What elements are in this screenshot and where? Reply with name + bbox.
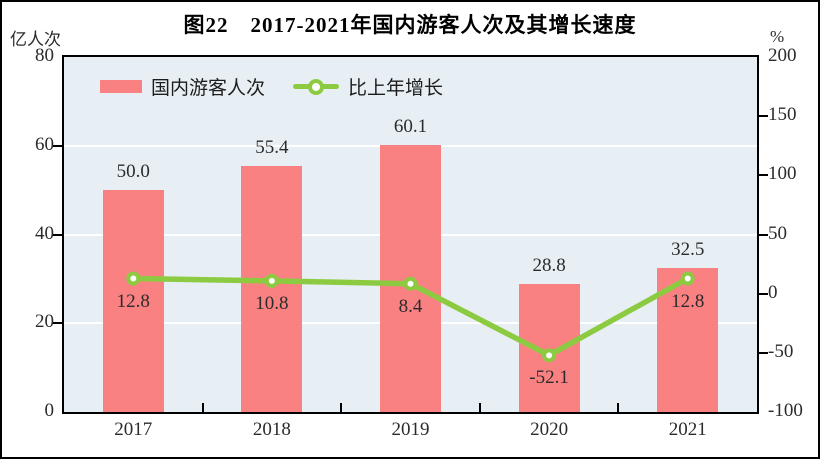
x-axis-tick [201, 403, 204, 412]
left-axis-tick-label: 40 [35, 222, 54, 244]
right-axis-tick-mark [759, 174, 768, 177]
line-value-label: 12.8 [671, 290, 705, 312]
plot-area: 国内游客人次 比上年增长 50.0 55.4 60.1 28.8 32.5 12.8 10.… [62, 55, 759, 414]
bar-legend-label: 国内游客人次 [151, 78, 266, 99]
line-marker-icon [264, 273, 279, 288]
line-value-label: 10.8 [255, 292, 289, 314]
bar-value-label: 28.8 [532, 255, 566, 277]
x-axis-tick [340, 403, 343, 412]
right-axis-unit-label: % [770, 27, 785, 46]
x-axis-tick [478, 403, 481, 412]
line-value-label: 12.8 [116, 290, 150, 312]
bar [518, 284, 580, 412]
left-axis-tick-label: 20 [35, 311, 54, 333]
line-legend-marker-icon [308, 78, 325, 95]
bar [102, 190, 164, 412]
bar-value-label: 60.1 [393, 116, 428, 138]
right-axis-tick-label: 0 [768, 281, 778, 303]
line-marker-icon [542, 348, 557, 363]
left-axis-tick-mark [53, 144, 62, 147]
bar-legend-swatch-icon [100, 80, 142, 93]
chart-title: 图22 2017-2021年国内游客人次及其增长速度 [183, 13, 637, 37]
growth-line [126, 271, 695, 363]
line-marker-icon [680, 271, 695, 286]
line-value-label: -52.1 [529, 367, 569, 389]
right-axis-tick-label: 150 [768, 104, 797, 126]
line-legend-icon [293, 78, 340, 95]
right-axis-tick-label: 100 [768, 163, 797, 185]
x-axis-category-label: 2021 [668, 419, 707, 440]
line-marker-icon [403, 276, 418, 291]
x-axis-category-label: 2019 [391, 419, 430, 440]
right-axis-tick-label: 200 [768, 45, 797, 66]
bar [241, 166, 303, 412]
line-legend-label: 比上年增长 [348, 78, 444, 99]
left-axis-unit-label: 亿人次 [10, 30, 61, 49]
right-axis-tick-mark [759, 233, 768, 236]
x-axis-category-label: 2020 [530, 419, 569, 440]
line-marker-icon [126, 271, 141, 286]
right-axis-tick-mark [759, 351, 768, 354]
left-axis-tick-label: 80 [35, 45, 54, 66]
bar-value-label: 55.4 [255, 137, 289, 159]
right-axis-tick-mark [759, 292, 768, 295]
bar-value-label: 32.5 [671, 238, 705, 260]
line-value-label: 8.4 [398, 295, 423, 317]
right-axis-tick-label: 50 [768, 222, 787, 244]
left-axis-tick-mark [53, 322, 62, 325]
bar-value-label: 50.0 [116, 161, 150, 183]
left-axis-tick-label: 60 [35, 133, 54, 155]
legend: 国内游客人次 比上年增长 [100, 73, 443, 100]
x-axis-tick [617, 403, 620, 412]
x-axis-category-label: 2017 [114, 419, 153, 440]
left-axis-tick-label: 0 [44, 400, 55, 421]
left-axis-tick-mark [53, 233, 62, 236]
right-axis-tick-label: -50 [768, 340, 794, 362]
right-axis-tick-mark [759, 115, 768, 118]
right-axis-tick-label: -100 [768, 400, 803, 421]
x-axis-category-label: 2018 [252, 419, 291, 440]
